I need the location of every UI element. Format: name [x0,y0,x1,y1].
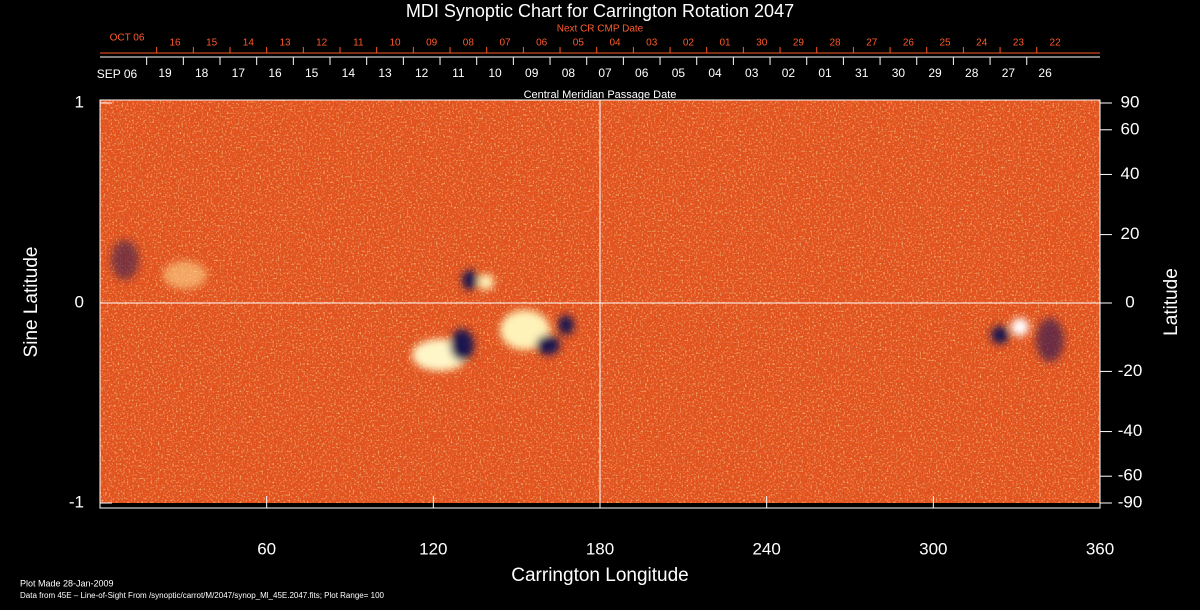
top-axis-tick-label: 29 [928,66,942,80]
top-axis-tick-label: 12 [316,38,328,49]
y2-tick-label: 0 [1125,292,1134,311]
top-axis-tick-label: 22 [1050,38,1062,49]
top-axis-tick-label: 13 [378,66,392,80]
x-tick-label: 60 [257,539,276,558]
y-axis-label: Sine Latitude [21,247,42,358]
y2-tick-label: -90 [1118,492,1143,511]
footer-line: Data from 45E – Line-of-Sight From /syno… [20,591,385,600]
top-axis-tick-label: 28 [829,38,841,49]
top-axis-tick-label: 30 [892,66,906,80]
top-axis-tick-label: 06 [536,38,548,49]
top-axis-tick-label: 24 [976,38,988,49]
top-axis-tick-label: 15 [305,66,319,80]
top-axis-tick-label: 02 [683,38,695,49]
top-axis-tick-label: 12 [415,66,429,80]
y-tick-label: 0 [75,292,84,311]
top-axis-tick-label: 15 [206,38,218,49]
top-axis-2-label: Next CR CMP Date [557,24,644,35]
y2-tick-label: -40 [1118,421,1143,440]
top-axis-tick-label: 07 [499,38,511,49]
x-tick-label: 360 [1086,539,1114,558]
top-axis-tick-label: 05 [573,38,585,49]
top-axis-label: Central Meridian Passage Date [524,89,677,101]
top-axis-tick-label: 28 [965,66,979,80]
top-axis-tick-label: 08 [463,38,475,49]
top-axis-tick-label: 01 [818,66,832,80]
y2-tick-label: -20 [1118,361,1143,380]
top-axis-tick-label: 19 [158,66,172,80]
top-axis-tick-label: 26 [903,38,915,49]
top-axis-tick-label: 04 [609,38,621,49]
top-axis-tick-label: 25 [940,38,952,49]
y2-tick-label: 20 [1121,224,1140,243]
y2-tick-label: 90 [1121,92,1140,111]
top-axis-tick-label: 11 [353,38,364,49]
top-axis-tick-label: 03 [646,38,658,49]
top-axis-tick-label: 10 [389,38,401,49]
top-axis-tick-label: 13 [279,38,291,49]
top-axis-tick-label: 07 [598,66,612,80]
top-axis-tick-label: 26 [1038,66,1052,80]
top-axis-tick-label: 14 [243,38,255,49]
y2-axis-label: Latitude [1161,268,1182,336]
top-axis-tick-label: 01 [719,38,731,49]
top-axis-tick-label: 27 [1002,66,1016,80]
top-axis-tick-label: 06 [635,66,649,80]
top-axis-tick-label: 17 [232,66,246,80]
y-tick-label: -1 [69,492,84,511]
top-axis-start-label: OCT 06 [110,33,145,44]
top-axis-tick-label: 11 [452,66,465,80]
y2-tick-label: 60 [1121,119,1140,138]
x-axis-label: Carrington Longitude [511,565,688,586]
top-axis-tick-label: 10 [488,66,502,80]
top-axis-tick-label: 14 [342,66,356,80]
top-axis-tick-label: 16 [268,66,282,80]
y2-tick-label: -60 [1118,466,1143,485]
top-axis-tick-label: 03 [745,66,759,80]
y-tick-label: 1 [75,92,84,111]
top-axis-tick-label: 09 [426,38,438,49]
x-tick-label: 240 [752,539,780,558]
top-axis-tick-label: 27 [866,38,878,49]
top-axis-tick-label: 09 [525,66,539,80]
chart-title: MDI Synoptic Chart for Carrington Rotati… [406,1,794,21]
top-axis-tick-label: 29 [793,38,805,49]
footer-line: Plot Made 28-Jan-2009 [20,578,114,588]
y2-tick-label: 40 [1121,164,1140,183]
top-axis-tick-label: 31 [855,66,869,80]
top-axis-tick-label: 30 [756,38,768,49]
x-tick-label: 180 [586,539,614,558]
top-axis-start-label: SEP 06 [97,67,138,81]
x-tick-label: 120 [419,539,447,558]
x-tick-label: 300 [919,539,947,558]
top-axis-tick-label: 02 [782,66,796,80]
top-axis-tick-label: 23 [1013,38,1025,49]
top-axis-tick-label: 16 [169,38,181,49]
top-axis-tick-label: 04 [708,66,722,80]
top-axis-tick-label: 08 [562,66,576,80]
top-axis-tick-label: 18 [195,66,209,80]
top-axis-tick-label: 05 [672,66,686,80]
